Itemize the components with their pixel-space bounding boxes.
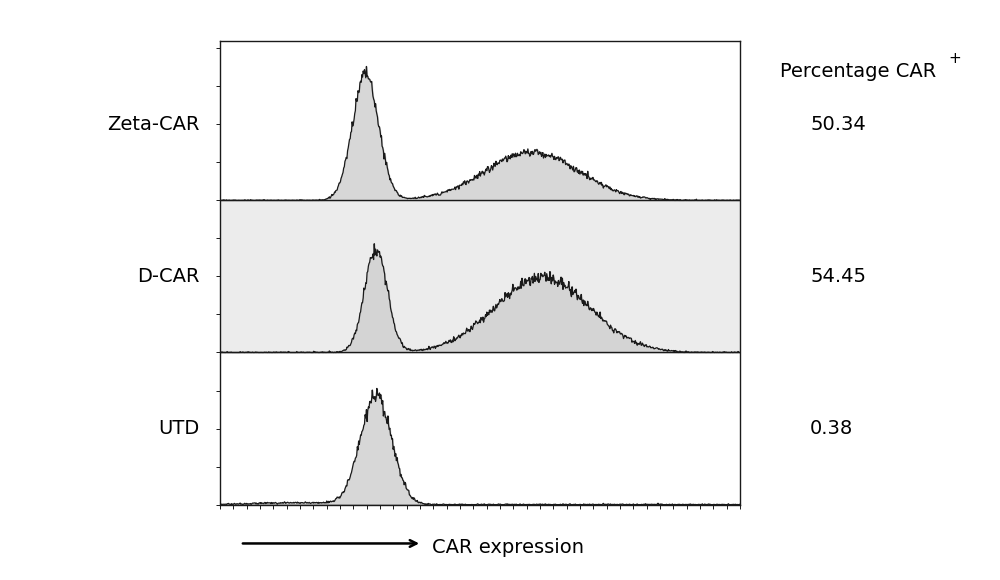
Text: D-CAR: D-CAR <box>138 267 200 286</box>
Text: Zeta-CAR: Zeta-CAR <box>108 115 200 134</box>
Text: CAR expression: CAR expression <box>432 538 584 557</box>
Text: UTD: UTD <box>159 419 200 438</box>
Text: 50.34: 50.34 <box>810 115 866 134</box>
Text: 0.38: 0.38 <box>810 419 853 438</box>
Text: 54.45: 54.45 <box>810 267 866 286</box>
Bar <box>220 200 740 353</box>
Text: +: + <box>948 51 961 66</box>
Text: Percentage CAR: Percentage CAR <box>780 61 936 81</box>
